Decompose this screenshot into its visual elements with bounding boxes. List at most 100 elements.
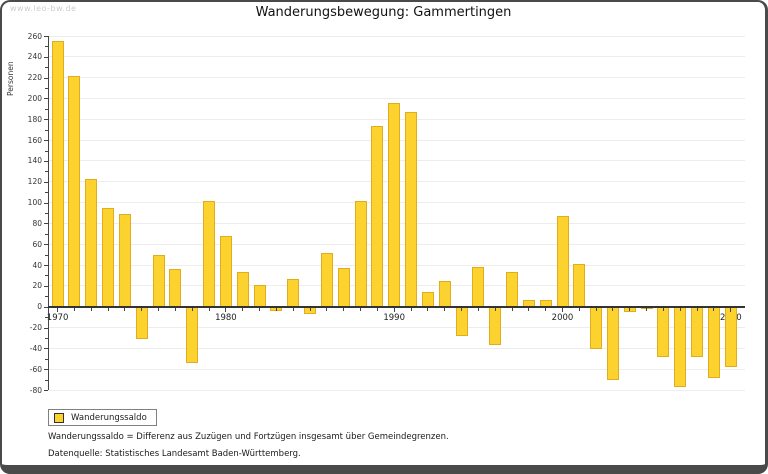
y-tick-label: -80 [29, 385, 42, 395]
x-axis-tick [494, 307, 496, 311]
x-axis-line [48, 306, 745, 308]
x-axis-tick [360, 307, 362, 311]
x-axis-tick [343, 307, 345, 311]
y-tick-label: 140 [27, 156, 42, 166]
y-axis-tick [44, 160, 48, 162]
y-axis-minor-tick [45, 150, 48, 152]
plot-area: 260 240 220 200 180 160 140 120 100 80 60 40 20 0 -20-… [28, 32, 745, 395]
x-axis-tick [662, 307, 664, 311]
x-axis-tick [393, 307, 395, 312]
bar-2003 [606, 306, 619, 380]
y-axis-minor-tick [45, 233, 48, 235]
y-tick-label: -40 [29, 343, 42, 353]
x-axis-tick [275, 307, 277, 311]
x-axis-tick [141, 307, 143, 311]
x-axis-tick [679, 307, 681, 311]
y-axis-tick [44, 369, 48, 371]
x-axis-tick [410, 307, 412, 311]
bar-2006 [657, 306, 670, 357]
bar-1973 [102, 207, 115, 307]
y-tick-label: 20 [32, 281, 42, 291]
x-axis-tick [528, 307, 530, 311]
x-axis-tick [309, 307, 311, 311]
gridline [48, 35, 745, 37]
x-axis-tick [174, 307, 176, 311]
y-axis-minor-tick [45, 254, 48, 256]
gridline [48, 56, 745, 58]
bar-1981 [236, 272, 249, 307]
x-axis-tick [90, 307, 92, 311]
bar-1991 [405, 112, 418, 307]
bar-1976 [152, 254, 165, 307]
bar-1980 [219, 235, 232, 307]
bar-1972 [85, 178, 98, 307]
bar-1995 [472, 267, 485, 307]
x-tick-label: 1990 [383, 312, 405, 323]
bar-1998 [522, 300, 535, 307]
footnote-source: Datenquelle: Statistisches Landesamt Bad… [48, 449, 301, 459]
y-tick-label: 220 [27, 73, 42, 83]
footnote-definition: Wanderungssaldo = Differenz aus Zuzügen … [48, 432, 449, 442]
bar-1971 [68, 75, 81, 307]
x-axis-tick [427, 307, 429, 311]
y-axis-minor-tick [45, 46, 48, 48]
y-axis-tick [44, 306, 48, 308]
x-tick-label: 1970 [46, 312, 69, 323]
x-axis-tick [562, 307, 563, 312]
x-axis-tick [461, 307, 463, 311]
y-axis-tick [44, 390, 48, 391]
x-axis-tick [612, 307, 614, 311]
bar-1992 [421, 292, 434, 307]
x-axis-tick [578, 307, 580, 311]
y-axis-tick [44, 244, 48, 246]
x-axis-tick [73, 307, 75, 311]
y-tick-label: 200 [27, 93, 42, 103]
y-axis-minor-tick [45, 88, 48, 90]
bar-1977 [169, 269, 182, 307]
y-axis-minor-tick [45, 337, 48, 339]
x-axis-tick [696, 307, 698, 311]
x-axis-tick [629, 307, 631, 311]
x-tick-label: 2000 [551, 312, 574, 323]
bar-1982 [253, 284, 266, 307]
bar-2001 [573, 264, 586, 307]
x-axis-tick [158, 307, 160, 311]
x-axis-tick [107, 307, 109, 311]
bar-1997 [506, 272, 518, 307]
bar-1996 [489, 306, 502, 346]
gridline [48, 368, 745, 370]
legend: Wanderungssaldo [48, 409, 157, 426]
x-axis-tick [191, 307, 193, 311]
y-axis-tick [44, 265, 48, 267]
bar-2009 [707, 306, 720, 378]
bar-1994 [455, 306, 468, 336]
y-axis-minor-tick [45, 171, 48, 173]
y-tick-label: 40 [32, 260, 42, 270]
gridline [48, 97, 745, 99]
y-axis-minor-tick [45, 192, 48, 194]
bar-2007 [674, 306, 687, 387]
gridline [48, 389, 745, 391]
y-tick-label: 160 [27, 135, 42, 145]
x-axis-tick [646, 307, 648, 311]
x-axis-tick [713, 307, 715, 311]
x-axis-tick [444, 307, 446, 311]
y-axis-tick [44, 181, 48, 183]
bar-2008 [691, 306, 704, 357]
y-tick-label: 240 [27, 52, 42, 62]
y-axis-tick [44, 348, 48, 350]
y-tick-label: -60 [29, 364, 42, 374]
bar-1986 [320, 252, 333, 307]
bar-1987 [337, 268, 350, 307]
y-axis-tick [44, 223, 48, 225]
bar-2000 [556, 216, 569, 307]
x-axis-tick [242, 307, 244, 311]
y-axis-minor-tick [45, 213, 48, 214]
y-tick-label: 180 [27, 114, 42, 124]
gridline [48, 327, 745, 329]
y-axis-tick [44, 36, 48, 37]
y-axis-tick [44, 119, 48, 121]
x-axis-tick [124, 307, 126, 311]
y-axis-minor-tick [45, 358, 48, 360]
y-axis-minor-tick [45, 379, 48, 381]
